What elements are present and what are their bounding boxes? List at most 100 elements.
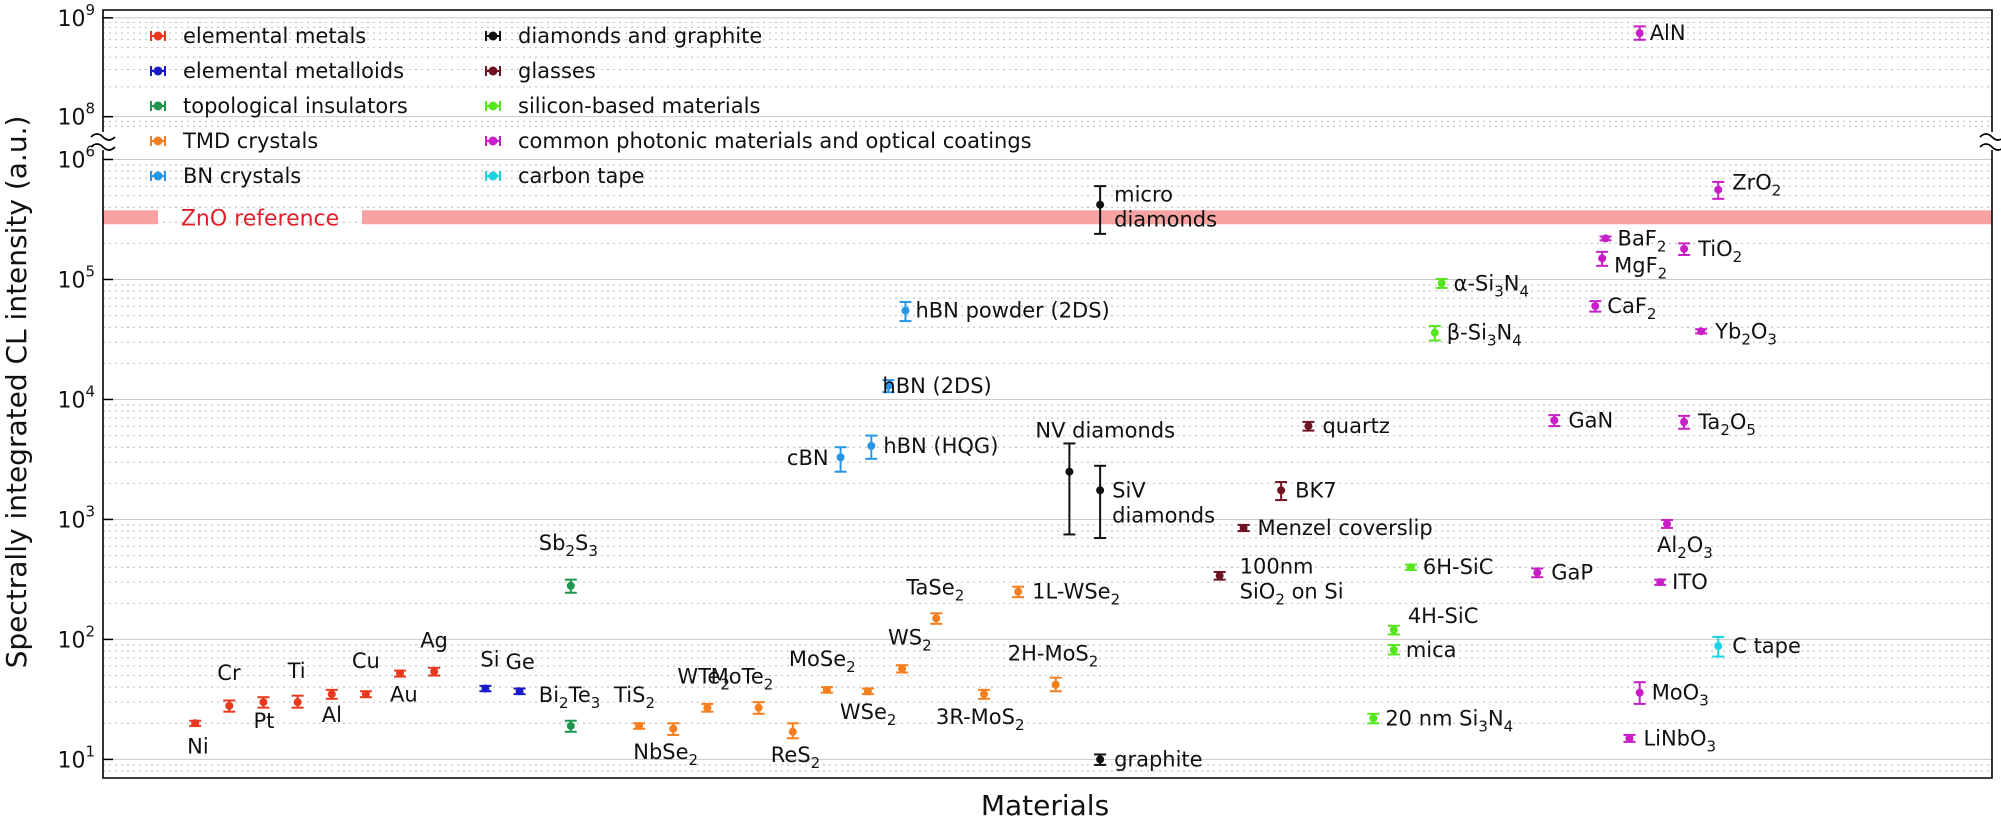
point-marker: [1663, 519, 1672, 528]
data-point: hBN powder (2DS): [899, 299, 1110, 323]
data-point: NV diamonds: [1035, 419, 1175, 536]
point-marker: [1656, 578, 1665, 587]
data-point: WS2: [888, 626, 932, 674]
point-label: Menzel coverslip: [1258, 516, 1433, 540]
axis-break-mark: [1979, 143, 2001, 151]
point-label: BaF2: [1618, 226, 1667, 255]
point-label: Pt: [253, 709, 274, 733]
data-point: Si: [479, 647, 500, 693]
point-marker: [481, 684, 490, 693]
y-tick-label: 109: [57, 1, 95, 32]
plot-frame: [90, 9, 2001, 779]
point-marker: [980, 690, 989, 699]
point-marker: [293, 698, 302, 707]
legend-swatch-marker: [153, 171, 163, 181]
point-label: mica: [1406, 638, 1457, 662]
legend-swatch-marker: [488, 31, 498, 41]
point-label: BK7: [1295, 478, 1337, 502]
data-point: Ge: [506, 650, 535, 696]
point-label: GaP: [1551, 561, 1593, 585]
data-point: ZrO2: [1712, 171, 1781, 200]
point-label: WTe2: [677, 665, 730, 694]
data-points: Ni Cr Pt Ti Al Cu Au Ag Si Ge Sb2S3 Bi2Te3 TiS2 NbSe2…: [187, 21, 1801, 772]
data-point: Ti: [287, 659, 306, 709]
point-label: 2H-MoS2: [1008, 642, 1099, 671]
point-marker: [754, 703, 763, 712]
data-point: Cu: [352, 649, 380, 699]
point-label: ZrO2: [1732, 171, 1781, 200]
legend-entry: TMD crystals: [150, 129, 318, 153]
axis-break-mark: [90, 143, 116, 151]
point-label: 4H-SiC: [1408, 604, 1479, 628]
legend-swatch-marker: [153, 136, 163, 146]
data-point: 20 nm Si3N4: [1367, 706, 1513, 735]
data-point: Cr: [217, 661, 241, 713]
point-label: quartz: [1322, 414, 1389, 438]
point-label: WS2: [888, 626, 932, 655]
data-point: Ni: [187, 719, 209, 758]
data-point: MoO3: [1633, 681, 1709, 710]
point-label: NV diamonds: [1035, 419, 1175, 443]
point-label: Bi2Te3: [539, 683, 601, 712]
point-marker: [1635, 688, 1644, 697]
point-label: Yb2O3: [1714, 319, 1777, 348]
y-tick-label: 102: [57, 622, 95, 653]
data-point: Pt: [253, 696, 274, 733]
point-marker: [1051, 680, 1060, 689]
point-marker: [822, 685, 831, 694]
point-marker: [1304, 422, 1313, 431]
data-point: LiNbO3: [1623, 726, 1716, 755]
data-point: Sb2S3: [539, 531, 598, 594]
point-marker: [1550, 416, 1559, 425]
data-point: ReS2: [771, 722, 820, 772]
point-label: hBN (HQG): [883, 434, 998, 458]
reference-band-right: [362, 210, 1992, 225]
reference-band-left: [103, 210, 158, 225]
x-axis-label: Materials: [981, 789, 1109, 822]
data-point: 2H-MoS2: [1008, 642, 1099, 693]
point-label: hBN powder (2DS): [915, 299, 1109, 323]
legend-label: elemental metals: [183, 24, 366, 48]
legend-label: topological insulators: [183, 94, 408, 118]
point-label: Cu: [352, 649, 380, 673]
point-marker: [1714, 642, 1723, 651]
point-marker: [1389, 645, 1398, 654]
point-marker: [1406, 563, 1415, 572]
data-point: MgF2: [1596, 250, 1667, 282]
point-marker: [396, 669, 405, 678]
point-label: AlN: [1650, 21, 1686, 45]
point-marker: [669, 724, 678, 733]
legend-swatch-marker: [488, 66, 498, 76]
data-point: Al: [322, 688, 342, 727]
data-point: WTe2: [677, 665, 730, 713]
y-tick-label: 106: [57, 143, 95, 174]
data-point: mica: [1387, 638, 1457, 662]
point-marker: [1369, 714, 1378, 723]
data-point: graphite: [1094, 747, 1203, 771]
point-marker: [1533, 568, 1542, 577]
point-marker: [1591, 302, 1600, 311]
data-point: 3R-MoS2: [936, 688, 1025, 734]
point-marker: [635, 721, 644, 730]
legend-label: carbon tape: [518, 164, 645, 188]
point-label: WSe2: [840, 700, 897, 729]
point-label: hBN (2DS): [882, 374, 991, 398]
legend-entry: glasses: [485, 59, 596, 83]
data-point: cBN: [787, 446, 847, 473]
point-marker: [1389, 625, 1398, 634]
point-label: MgF2: [1614, 253, 1667, 282]
data-point: 1L-WSe2: [1012, 580, 1120, 609]
point-marker: [788, 727, 797, 736]
point-marker: [361, 690, 370, 699]
point-marker: [1065, 467, 1074, 476]
point-marker: [1239, 523, 1248, 532]
point-label: Al2O3: [1657, 533, 1713, 562]
data-point: Al2O3: [1657, 518, 1713, 562]
point-marker: [1714, 185, 1723, 194]
point-label: 3R-MoS2: [936, 705, 1025, 734]
point-marker: [1277, 486, 1286, 495]
data-point: Au: [390, 669, 418, 707]
